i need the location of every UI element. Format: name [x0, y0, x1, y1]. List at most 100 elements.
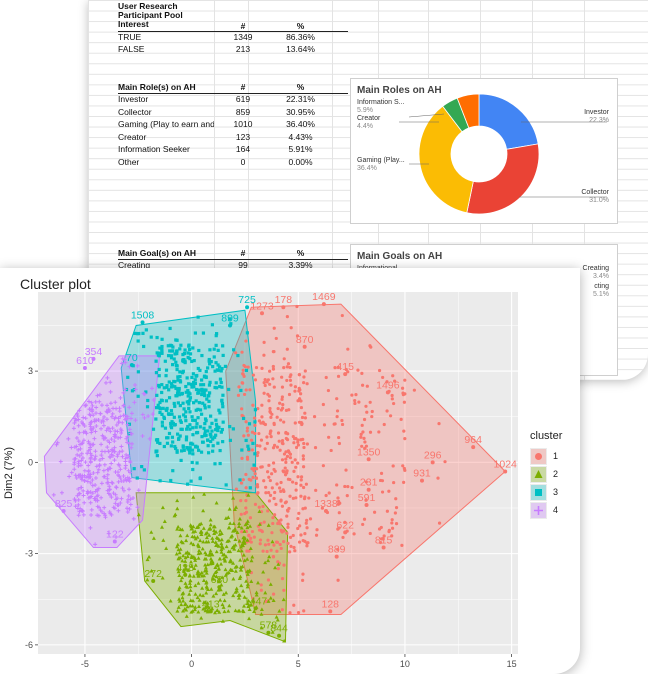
table-cell[interactable]: 0.00%: [288, 156, 313, 167]
labeled-point[interactable]: [183, 572, 188, 577]
labeled-point[interactable]: [277, 633, 282, 638]
cluster-4-point: [95, 393, 100, 398]
labeled-point[interactable]: [343, 372, 348, 377]
cluster-2-point: [245, 572, 250, 576]
labeled-point[interactable]: [253, 606, 258, 611]
labeled-point[interactable]: [266, 630, 271, 635]
labeled-point[interactable]: [61, 509, 66, 514]
labeled-point[interactable]: [228, 323, 232, 328]
labeled-point[interactable]: [364, 502, 369, 507]
table-cell[interactable]: Creating: [118, 260, 151, 270]
table-cell[interactable]: 213: [235, 44, 251, 54]
point-label: 1447: [244, 595, 268, 607]
labeled-point[interactable]: [503, 469, 508, 474]
labeled-point[interactable]: [381, 545, 386, 550]
roles-header-label[interactable]: Main Role(s) on AH: [118, 82, 196, 92]
donut-slice-gaming-play-to-earn-and[interactable]: [418, 105, 474, 214]
cluster-1-point: [301, 465, 306, 469]
donut-slice-information-seeker[interactable]: [456, 93, 480, 129]
table-cell[interactable]: 123: [235, 131, 251, 142]
labeled-point[interactable]: [112, 539, 117, 544]
table-cell[interactable]: 1010: [233, 119, 253, 129]
cluster-4-point: [108, 401, 113, 406]
table-cell[interactable]: 86.36%: [286, 32, 315, 42]
labeled-point[interactable]: [260, 311, 264, 316]
cluster-3-point: [187, 382, 191, 386]
table-cell[interactable]: 5.91%: [288, 144, 313, 154]
cluster-hull-1[interactable]: [225, 303, 506, 615]
donut-slice-investor[interactable]: [478, 93, 539, 150]
table-cell[interactable]: 22.31%: [286, 94, 315, 104]
labeled-point[interactable]: [366, 457, 371, 462]
labeled-point[interactable]: [281, 305, 286, 310]
cluster-4-point: [119, 430, 124, 435]
table-cell[interactable]: 0: [240, 156, 246, 167]
labeled-point[interactable]: [385, 390, 390, 395]
labeled-point[interactable]: [91, 356, 96, 361]
table-cell[interactable]: Other: [118, 156, 140, 167]
labeled-point[interactable]: [430, 460, 435, 465]
labeled-point[interactable]: [217, 585, 222, 590]
cluster-1-point: [312, 415, 317, 419]
legend-key: [530, 502, 547, 519]
table-cell[interactable]: TRUE: [118, 32, 142, 42]
table-cell[interactable]: 619: [235, 94, 251, 104]
labeled-point[interactable]: [151, 578, 156, 583]
cluster-3-point: [166, 436, 170, 440]
labeled-point[interactable]: [302, 344, 307, 349]
labeled-point[interactable]: [245, 305, 250, 310]
table-cell[interactable]: Creator: [118, 131, 147, 142]
y-axis-label: Dim2 (7%): [3, 447, 15, 499]
roles-header-pct[interactable]: %: [296, 82, 305, 92]
roles-header-count[interactable]: #: [240, 82, 246, 92]
labeled-point[interactable]: [82, 366, 87, 371]
labeled-point[interactable]: [343, 530, 348, 535]
labeled-point[interactable]: [328, 609, 333, 614]
table-cell[interactable]: 1349: [233, 32, 253, 42]
table-cell[interactable]: 164: [235, 144, 251, 154]
labeled-point[interactable]: [471, 445, 476, 450]
legend-item-1[interactable]: 1: [530, 448, 570, 466]
table-cell[interactable]: 13.64%: [286, 44, 315, 54]
roles-donut-chart[interactable]: Main Roles on AH Information S... 5.9% C…: [350, 78, 618, 224]
goals-header-count[interactable]: #: [240, 248, 246, 258]
labeled-point[interactable]: [420, 478, 424, 483]
cluster-3-point: [207, 451, 211, 455]
table-cell[interactable]: 36.40%: [286, 119, 315, 129]
cluster-2-point: [216, 544, 221, 548]
interest-header-count[interactable]: #: [240, 21, 246, 31]
labeled-point[interactable]: [366, 487, 371, 492]
labeled-point[interactable]: [324, 509, 328, 514]
table-cell[interactable]: FALSE: [118, 44, 145, 54]
cluster-2-point: [268, 596, 273, 600]
table-cell[interactable]: 99: [238, 260, 248, 270]
cluster-4-point: [107, 487, 112, 492]
labeled-point[interactable]: [208, 609, 213, 614]
cluster-3-point: [133, 331, 137, 336]
legend-item-2[interactable]: 2: [530, 466, 570, 484]
cluster-1-point: [258, 444, 262, 448]
table-cell[interactable]: Gaming (Play to earn and: [118, 119, 214, 129]
interest-header-pct[interactable]: %: [296, 21, 305, 31]
legend-item-3[interactable]: 3: [530, 484, 570, 502]
table-cell[interactable]: Information Seeker: [118, 144, 190, 154]
interest-header-label[interactable]: User Research Participant Pool Interest: [118, 2, 183, 29]
donut-slice-collector[interactable]: [466, 143, 540, 215]
goals-header-pct[interactable]: %: [296, 248, 305, 258]
labeled-point[interactable]: [334, 554, 339, 559]
cluster-2-point: [189, 541, 194, 545]
labeled-point[interactable]: [129, 363, 134, 368]
table-cell[interactable]: 3.39%: [288, 260, 313, 270]
labeled-point[interactable]: [321, 302, 326, 307]
cluster-3-point: [192, 380, 196, 385]
table-cell[interactable]: 4.43%: [288, 131, 313, 142]
table-cell[interactable]: 30.95%: [286, 106, 315, 117]
table-cell[interactable]: Investor: [118, 94, 149, 104]
table-cell[interactable]: 859: [235, 106, 251, 117]
labeled-point[interactable]: [140, 320, 145, 325]
legend-item-4[interactable]: 4: [530, 502, 570, 520]
goals-header-label[interactable]: Main Goal(s) on AH: [118, 248, 197, 258]
table-cell[interactable]: Collector: [118, 106, 152, 117]
cluster-1-point: [269, 415, 273, 419]
